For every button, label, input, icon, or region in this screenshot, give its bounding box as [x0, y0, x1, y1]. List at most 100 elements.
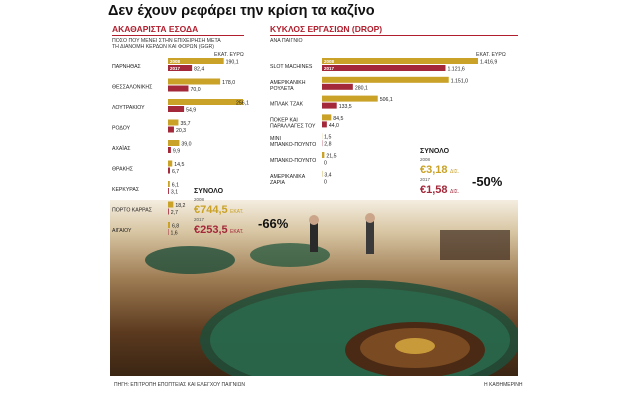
total-year-2008: 2008: [420, 157, 431, 162]
bar-2017: [322, 102, 337, 109]
bar-2017: [168, 188, 169, 194]
bar-2008: [322, 152, 325, 158]
legend-2017: 2017: [324, 66, 335, 71]
total-unit-2008: ΕΚΑΤ.: [230, 209, 244, 215]
value-label-2008: 1.416,9: [480, 60, 497, 66]
category-label: ΜΠΑΝΚΟ-ΠΟΥΝΤΟ: [270, 142, 316, 148]
total-unit-2017: ΔΙΣ.: [450, 189, 459, 195]
value-label-2017: 70,0: [190, 87, 200, 93]
category-label: ΖΑΡΙΑ: [270, 180, 286, 186]
bar-2008: [168, 119, 179, 126]
right-unit-label: ΕΚΑΤ. ΕΥΡΩ: [476, 52, 506, 58]
legend-2017: 2017: [170, 66, 181, 71]
bar-2008: [168, 201, 174, 208]
category-label: ΠΑΡΝΗΘΑΣ: [112, 64, 141, 70]
value-label-2017: 20,3: [176, 128, 186, 134]
value-label-2017: 280,1: [355, 85, 368, 91]
bar-2008: [322, 58, 478, 64]
category-label: ΡΟΔΟΥ: [112, 126, 131, 132]
value-label-2008: 39,0: [181, 142, 191, 148]
total-value-2008: €744,5: [194, 204, 228, 216]
total-year-2017: 2017: [194, 217, 205, 222]
total-value-2008: €3,18: [420, 164, 448, 176]
category-label: ΘΕΣΣΑΛΟΝΙΚΗΣ: [112, 85, 152, 91]
value-label-2017: 0: [324, 161, 327, 167]
value-label-2008: 6,1: [172, 183, 179, 189]
value-label-2008: 14,5: [174, 162, 184, 168]
bar-2017: [168, 85, 189, 92]
bar-2017: [168, 167, 170, 174]
value-label-2017: 1,6: [170, 231, 177, 237]
category-label: ΛΟΥΤΡΑΚΙΟΥ: [112, 105, 145, 111]
category-label: ΠΟΡΤΟ ΚΑΡΡΑΣ: [112, 208, 152, 214]
category-label: SLOT MACHINES: [270, 64, 313, 70]
value-label-2017: 6,7: [172, 169, 179, 175]
total-value-2017: €1,58: [420, 184, 448, 196]
value-label-2017: 3,1: [171, 190, 178, 196]
left-subtitle-2: ΤΗ ΔΙΑΝΟΜΗ ΚΕΡΔΩΝ ΚΑΙ ΦΟΡΩΝ (GGR): [112, 44, 215, 50]
value-label-2008: 6,8: [172, 224, 179, 230]
total-year-2008: 2008: [194, 197, 205, 202]
value-label-2008: 256,1: [236, 101, 249, 107]
value-label-2017: 0: [324, 179, 327, 185]
source-note: ΠΗΓΗ: ΕΠΙΤΡΟΠΗ ΕΠΟΠΤΕΙΑΣ ΚΑΙ ΕΛΕΓΧΟΥ ΠΑΙ…: [114, 382, 245, 388]
value-label-2008: 190,1: [226, 60, 239, 66]
bar-2008: [322, 114, 332, 121]
total-title: ΣΥΝΟΛΟ: [420, 148, 450, 155]
value-label-2017: 2,7: [171, 210, 178, 216]
legend-2008: 2008: [324, 59, 335, 64]
bar-2008: [168, 58, 224, 64]
bar-2017: [322, 65, 446, 71]
category-label: ΜΠΑΝΚΟ-ΠΟΥΝΤΟ: [270, 158, 316, 164]
category-label: ΘΡΑΚΗΣ: [112, 167, 133, 173]
page-title: Δεν έχουν ρεφάρει την κρίση τα καζίνο: [108, 3, 375, 19]
category-label: ΠΑΡΑΛΛΑΓΕΣ ΤΟΥ: [270, 123, 316, 129]
value-label-2017: 9,9: [173, 149, 180, 155]
change-percent: -66%: [258, 216, 289, 231]
left-unit-label: ΕΚΑΤ. ΕΥΡΩ: [214, 52, 244, 58]
total-unit-2017: ΕΚΑΤ.: [230, 229, 244, 235]
bar-2017: [168, 208, 169, 215]
value-label-2008: 178,0: [222, 80, 235, 86]
value-label-2008: 35,7: [180, 121, 190, 127]
value-label-2017: 2,8: [324, 142, 331, 148]
right-chart-header: ΚΥΚΛΟΣ ΕΡΓΑΣΙΩΝ (DROP): [270, 24, 383, 34]
category-label: ΚΕΡΚΥΡΑΣ: [112, 187, 139, 193]
bar-2008: [168, 140, 180, 146]
value-label-2017: 1.121,6: [447, 67, 464, 73]
category-label: ΠΟΚΕΡ ΚΑΙ: [270, 117, 298, 123]
category-label: ΜΙΝΙ: [270, 136, 281, 142]
value-label-2008: 21,5: [326, 154, 336, 160]
category-label: ΜΠΛΑΚ ΤΖΑΚ: [270, 102, 304, 108]
left-header-rule: [112, 35, 244, 36]
bar-2017: [168, 147, 171, 153]
value-label-2008: 506,1: [380, 97, 393, 103]
legend-2008: 2008: [170, 59, 181, 64]
value-label-2008: 84,5: [333, 116, 343, 122]
bar-2008: [168, 160, 173, 167]
bar-2017: [168, 106, 185, 112]
casino-photo-drawing: [145, 213, 518, 376]
value-label-2008: 1.151,0: [451, 78, 468, 84]
total-value-2017: €253,5: [194, 224, 228, 236]
right-subtitle-1: ΑΝΑ ΠΑΙΓΝΙΟ: [270, 38, 303, 44]
value-label-2008: 3,4: [324, 172, 331, 178]
bar-2008: [322, 95, 378, 102]
category-label: ΑΧΑΪΑΣ: [112, 145, 131, 152]
value-label-2008: 1,5: [324, 135, 331, 141]
bar-2017: [322, 121, 327, 128]
value-label-2017: 44,0: [329, 123, 339, 129]
category-label: ΡΟΥΛΕΤΑ: [270, 86, 294, 92]
change-percent: -50%: [472, 174, 503, 189]
bar-2008: [168, 78, 221, 85]
total-unit-2008: ΔΙΣ.: [450, 169, 459, 175]
bar-2017: [168, 126, 174, 133]
left-subtitle-1: ΠΟΣΟ ΠΟΥ ΜΕΝΕΙ ΣΤΗΝ ΕΠΙΧΕΙΡΗΣΗ ΜΕΤΑ: [112, 38, 221, 44]
bar-2017: [168, 65, 193, 71]
credit-note: Η ΚΑΘΗΜΕΡΙΝΗ: [484, 382, 523, 388]
bar-2017: [322, 83, 353, 90]
left-chart-header: ΑΚΑΘΑΡΙΣΤΑ ΕΣΟΔΑ: [112, 24, 199, 34]
category-label: ΑΙΓΑΙΟΥ: [112, 228, 132, 234]
